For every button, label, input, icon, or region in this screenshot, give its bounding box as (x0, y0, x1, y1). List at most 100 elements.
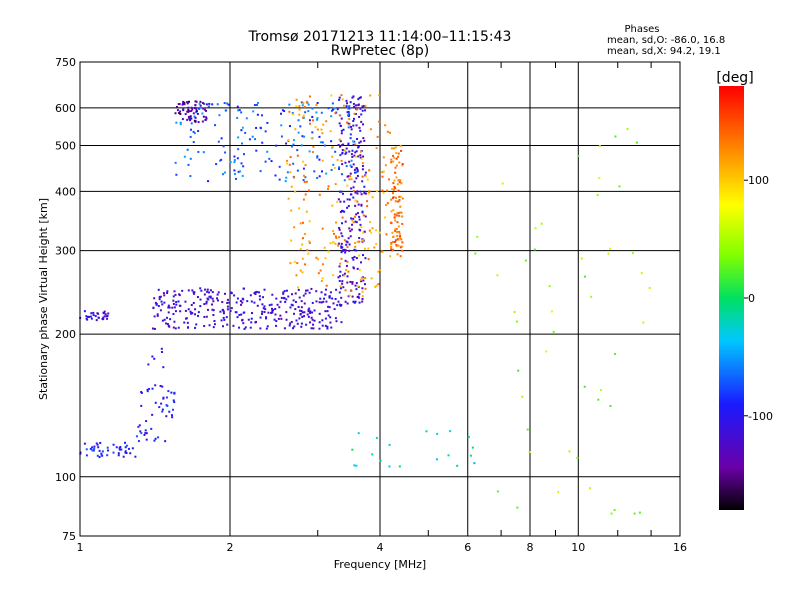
data-point (533, 248, 536, 251)
data-point (392, 196, 395, 199)
data-point (339, 154, 342, 157)
data-point (215, 163, 218, 166)
data-point (345, 269, 348, 272)
data-point (335, 237, 338, 240)
data-point (183, 101, 186, 104)
data-point (469, 454, 472, 457)
data-point (244, 131, 247, 134)
data-point (312, 323, 315, 326)
data-point (256, 304, 259, 307)
data-point (293, 260, 296, 263)
data-point (344, 289, 347, 292)
data-point (351, 282, 354, 285)
data-point (151, 327, 154, 330)
data-point (338, 279, 341, 282)
data-point (292, 143, 295, 146)
data-point (393, 216, 396, 219)
data-point (614, 353, 617, 356)
data-point (86, 315, 89, 318)
data-point (352, 124, 355, 127)
data-point (362, 155, 365, 158)
data-point (252, 110, 255, 113)
data-point (394, 228, 397, 231)
data-point (295, 98, 298, 101)
data-point (150, 427, 153, 430)
data-point (83, 310, 86, 313)
data-point (284, 180, 287, 183)
data-point (189, 128, 192, 131)
data-point (288, 110, 291, 113)
data-point (217, 140, 220, 143)
data-point (167, 306, 170, 309)
data-point (400, 238, 403, 241)
data-point (388, 465, 391, 468)
data-point (386, 189, 389, 192)
data-point (173, 401, 176, 404)
data-point (331, 204, 334, 207)
y-tick-label: 100 (55, 471, 76, 484)
data-point (336, 108, 339, 111)
data-point (396, 200, 399, 203)
data-point (172, 312, 175, 315)
data-point (338, 236, 341, 239)
data-point (171, 408, 174, 411)
data-point (322, 300, 325, 303)
data-point (316, 117, 319, 120)
data-point (473, 462, 476, 465)
data-point (226, 308, 229, 311)
x-tick-label: 8 (527, 541, 534, 554)
data-point (400, 211, 403, 214)
data-point (340, 129, 343, 132)
data-point (85, 448, 88, 451)
data-point (318, 175, 321, 178)
data-point (296, 322, 299, 325)
data-point (96, 454, 99, 457)
data-point (354, 242, 357, 245)
data-point (241, 174, 244, 177)
data-point (172, 326, 175, 329)
data-point (358, 268, 361, 271)
data-point (160, 402, 163, 405)
data-point (177, 300, 180, 303)
data-point (310, 287, 313, 290)
data-point (233, 173, 236, 176)
data-point (353, 301, 356, 304)
data-point (345, 165, 348, 168)
data-point (397, 152, 400, 155)
data-point (209, 296, 212, 299)
data-point (352, 196, 355, 199)
data-point (331, 297, 334, 300)
data-point (223, 171, 226, 174)
data-point (245, 117, 248, 120)
data-point (224, 151, 227, 154)
y-axis: 75 100 200 300 400 500 600 750 (55, 56, 76, 543)
y-tick-label: 200 (55, 328, 76, 341)
data-point (338, 303, 341, 306)
data-point (329, 242, 332, 245)
data-point (356, 200, 359, 203)
data-point (157, 288, 160, 291)
data-point (187, 108, 190, 111)
data-point (355, 167, 358, 170)
data-point (233, 161, 236, 164)
data-point (384, 164, 387, 167)
data-point (342, 104, 345, 107)
data-point (300, 144, 303, 147)
data-point (165, 415, 168, 418)
data-point (222, 310, 225, 313)
data-point (220, 158, 223, 161)
data-point (303, 311, 306, 314)
data-point (352, 217, 355, 220)
data-point (335, 288, 338, 291)
data-point (189, 117, 192, 120)
data-point (305, 210, 308, 213)
data-point (308, 241, 311, 244)
data-point (345, 147, 348, 150)
data-point (280, 112, 283, 115)
data-point (340, 209, 343, 212)
data-point (266, 150, 269, 153)
data-point (363, 230, 366, 233)
data-point (360, 203, 363, 206)
data-point (390, 245, 393, 248)
data-point (568, 450, 571, 453)
